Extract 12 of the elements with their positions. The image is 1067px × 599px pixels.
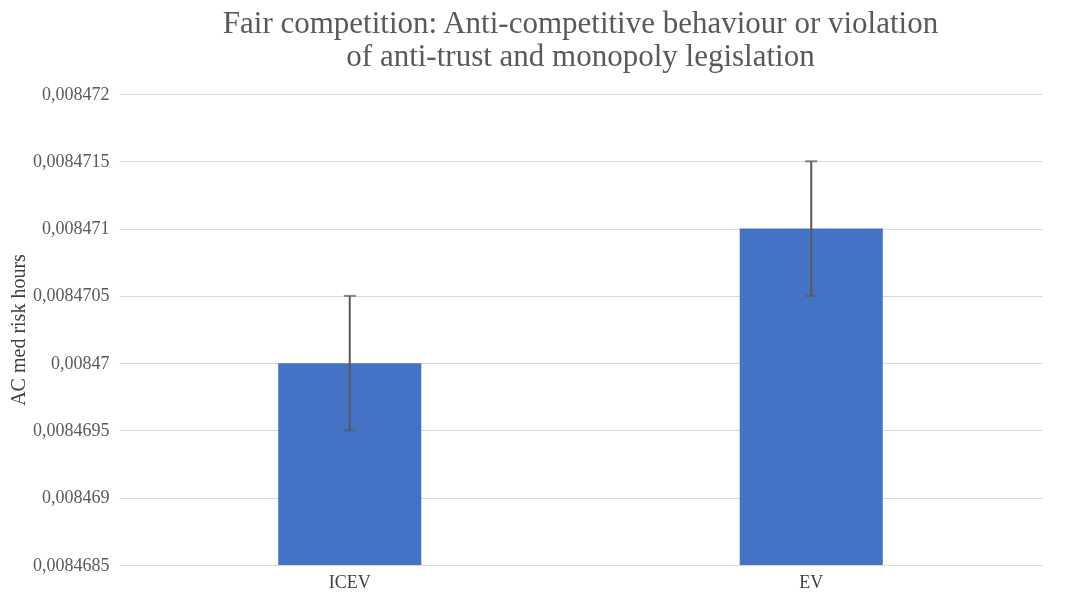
- chart-title: Fair competition: Anti-competitive behaviour or violation of anti-trust and monopoly legislation: [222, 5, 939, 73]
- y-tick-label: 0,008469: [42, 487, 110, 508]
- x-tick-label: ICEV: [328, 571, 371, 592]
- y-tick-label: 0,0084685: [33, 554, 110, 575]
- y-tick-label: 0,00847: [51, 352, 110, 373]
- y-axis-title: AC med risk hours: [7, 253, 29, 406]
- y-tick-label: 0,008471: [42, 218, 110, 239]
- y-tick-label: 0,008472: [42, 83, 110, 104]
- y-tick-label: 0,0084715: [33, 150, 110, 171]
- y-tick-label: 0,0084705: [33, 285, 110, 306]
- x-tick-label: EV: [799, 571, 824, 592]
- y-tick-label: 0,0084695: [33, 419, 110, 440]
